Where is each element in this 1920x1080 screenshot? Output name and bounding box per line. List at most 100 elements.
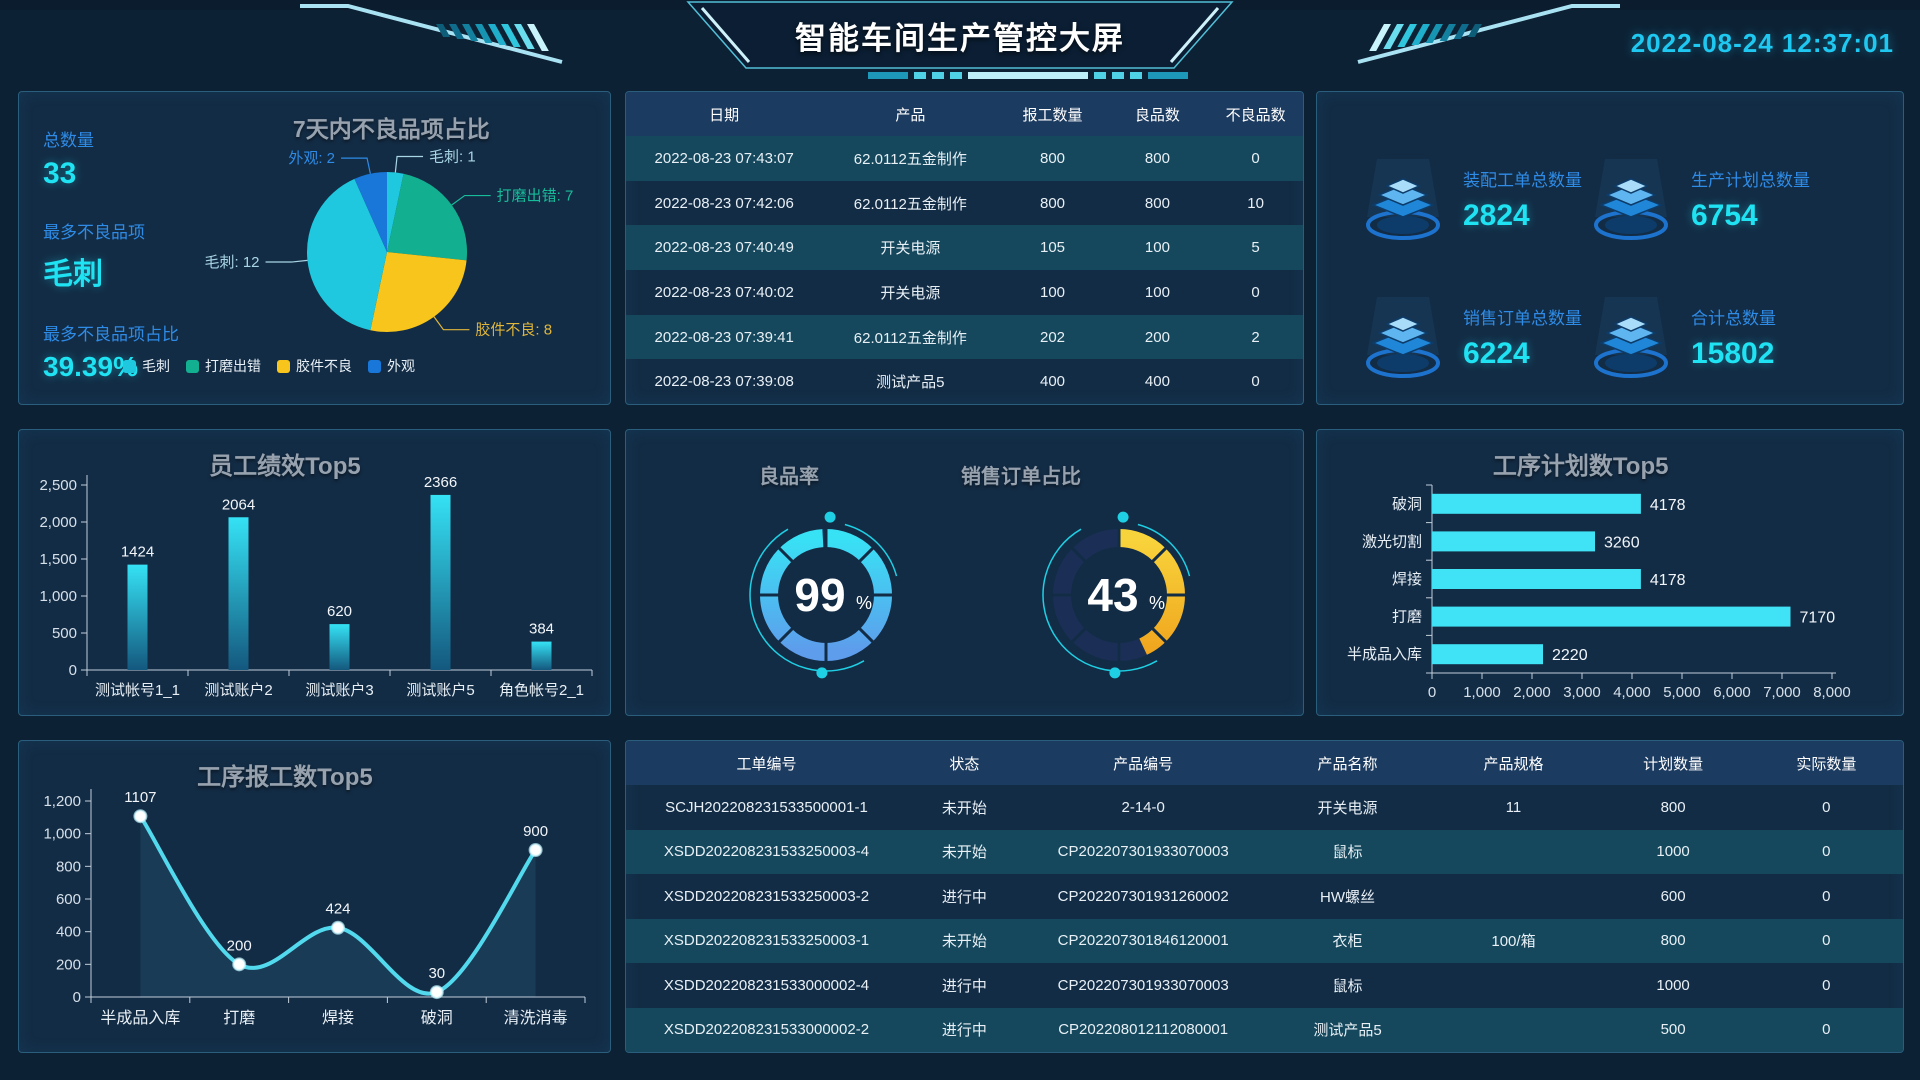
table-header-cell: 产品名称 xyxy=(1317,755,1378,773)
pie-label-line xyxy=(451,194,491,206)
x-tick-label: 2,000 xyxy=(1513,684,1551,701)
table-header-row: 日期 产品 报工数量 良品数 不良品数 xyxy=(626,92,1303,136)
table-cell: 测试产品5 xyxy=(1313,1022,1382,1040)
table-row: 2022-08-23 07:39:08 测试产品5 400 400 0 xyxy=(626,359,1303,404)
table-cell xyxy=(1430,1008,1596,1053)
table-cell: 进行中 xyxy=(941,1022,987,1040)
panel-process-report: 工序报工数Top5 0 200 400 600 800 1,000 1,200 1107 半成品… xyxy=(18,740,611,1053)
table-row: 2022-08-23 07:39:41 62.0112五金制作 202 200 2 xyxy=(626,314,1303,360)
table-cell: 62.0112五金制作 xyxy=(853,150,967,168)
gauge-separator xyxy=(1069,545,1088,564)
bar-value-label: 2220 xyxy=(1552,647,1588,664)
x-tick-label: 6,000 xyxy=(1713,684,1751,701)
stat-label: 装配工单总数量 xyxy=(1463,170,1582,190)
stat-text: 生产计划总数量 6754 xyxy=(1691,166,1810,233)
table-cell: 5 xyxy=(1251,239,1260,257)
stat-value: 33 xyxy=(43,157,77,190)
bar xyxy=(1432,493,1641,514)
table-row: XSDD202208231533250003-2 进行中 CP20220730193… xyxy=(626,874,1903,919)
slash-bar xyxy=(1383,24,1404,49)
table-cell: 开关电源 xyxy=(1317,799,1378,817)
table-header-cell: 实际数量 xyxy=(1796,755,1857,773)
slash-bar xyxy=(436,24,451,37)
x-category-label: 测试账户5 xyxy=(406,682,474,699)
y-tick-label: 1,500 xyxy=(39,551,77,568)
legend-swatch xyxy=(123,359,136,373)
gauge-separator xyxy=(857,626,876,645)
defect-stats: 总数量 33 最多不良品项 毛刺 最多不良品项占比 39.39% xyxy=(43,126,179,410)
bar xyxy=(430,494,451,670)
table-cell: 2022-08-23 07:39:08 xyxy=(654,373,794,391)
gauge-value: 99 xyxy=(794,569,845,621)
table-cell: 0 xyxy=(1822,798,1831,816)
layers-icon xyxy=(1594,159,1668,240)
table-cell: CP202207301933070003 xyxy=(1057,976,1229,994)
legend-item: 胶件不良 xyxy=(277,356,352,376)
table-cell: SCJH202208231533500001-1 xyxy=(665,798,868,816)
x-category-label: 半成品入库 xyxy=(100,1009,180,1027)
stat-label: 总数量 xyxy=(43,131,94,150)
gauge-unit: % xyxy=(856,593,872,613)
legend-item: 毛刺 xyxy=(123,356,170,376)
bar-value-label: 2064 xyxy=(222,496,255,513)
slash-bar xyxy=(1467,24,1482,37)
strip-seg xyxy=(1148,72,1188,79)
stat-label: 最多不良品项占比 xyxy=(43,325,179,344)
gauge-decor-arc xyxy=(749,528,865,672)
stat-text: 装配工单总数量 2824 xyxy=(1463,166,1582,233)
y-category-label: 半成品入库 xyxy=(1347,646,1422,663)
y-tick-label: 600 xyxy=(56,891,81,908)
table-row: 2022-08-23 07:40:49 开关电源 105 100 5 xyxy=(626,225,1303,271)
legend-swatch xyxy=(368,359,381,373)
x-category-label: 打磨 xyxy=(223,1009,255,1027)
table-header-cell: 产品 xyxy=(895,106,926,124)
table-cell: CP202207301933070003 xyxy=(1057,843,1229,861)
defect-stat-top-ratio: 最多不良品项占比 39.39% xyxy=(43,320,179,383)
table-cell: 进行中 xyxy=(941,888,987,906)
strip-seg xyxy=(914,72,926,79)
table-cell: 2022-08-23 07:39:41 xyxy=(654,328,794,346)
pie-label: 胶件不良: 8 xyxy=(475,322,552,339)
x-category-label: 破洞 xyxy=(421,1009,453,1027)
y-tick-label: 200 xyxy=(56,956,81,973)
table-cell: 500 xyxy=(1660,1021,1686,1039)
plan-chart-title: 工序计划数Top5 xyxy=(1492,453,1669,480)
table-cell: 0 xyxy=(1251,149,1260,167)
order-stat-item: 销售订单总数量 6224 xyxy=(1357,282,1627,392)
y-category-label: 激光切割 xyxy=(1362,533,1422,550)
bar xyxy=(1432,606,1791,627)
table-cell: 0 xyxy=(1251,373,1260,391)
gauge-dot xyxy=(1117,511,1129,523)
layers-icon xyxy=(1366,159,1440,240)
employee-chart-title: 员工绩效Top5 xyxy=(209,453,361,480)
stat-value: 2824 xyxy=(1463,198,1530,232)
process-plan-hbar-chart: 0 1,000 2,000 3,000 4,000 5,000 6,000 7,000 8,00… xyxy=(1347,484,1851,701)
layers-icon xyxy=(1594,297,1668,378)
panel-defect-pie: 7天内不良品项占比 总数量 33 最多不良品项 毛刺 最多不良品项占比 39.3… xyxy=(18,91,611,405)
table-cell: XSDD202208231533000002-2 xyxy=(663,1021,870,1039)
strip-seg xyxy=(868,72,908,79)
table-row: XSDD202208231533250003-4 未开始 CP20220730193… xyxy=(626,829,1903,874)
data-point xyxy=(331,920,345,935)
x-tick-label: 0 xyxy=(1428,684,1436,701)
defect-pie-title: 7天内不良品项占比 xyxy=(292,116,490,142)
panel-order-stats: 装配工单总数量 2824 生产计划总数量 6754 销售订单总数量 6224 合计总数量 15… xyxy=(1316,91,1904,405)
legend-swatch xyxy=(186,359,199,373)
x-tick-label: 7,000 xyxy=(1763,684,1801,701)
y-tick-label: 1,000 xyxy=(43,826,81,843)
pie-slice xyxy=(387,173,467,261)
bar-value-label: 7170 xyxy=(1800,610,1836,627)
point-value-label: 30 xyxy=(428,965,445,982)
order-stat-item: 装配工单总数量 2824 xyxy=(1357,144,1627,254)
defect-pie-chart: 毛刺: 1 打磨出错: 7 胶件不良: 8 毛刺: 12 外观: 2 xyxy=(204,149,573,339)
table-header-cell: 报工数量 xyxy=(1022,106,1083,124)
table-cell: XSDD202208231533250003-1 xyxy=(663,932,870,950)
table-cell: 2022-08-23 07:40:02 xyxy=(654,283,794,301)
slash-bar xyxy=(449,24,465,39)
slash-bar xyxy=(501,24,521,47)
pie-slice xyxy=(354,172,387,252)
gauge-decor-arc xyxy=(844,523,898,577)
pie-slice xyxy=(387,172,404,252)
pie-label-line xyxy=(394,155,424,173)
table-header-cell: 良品数 xyxy=(1134,106,1180,124)
